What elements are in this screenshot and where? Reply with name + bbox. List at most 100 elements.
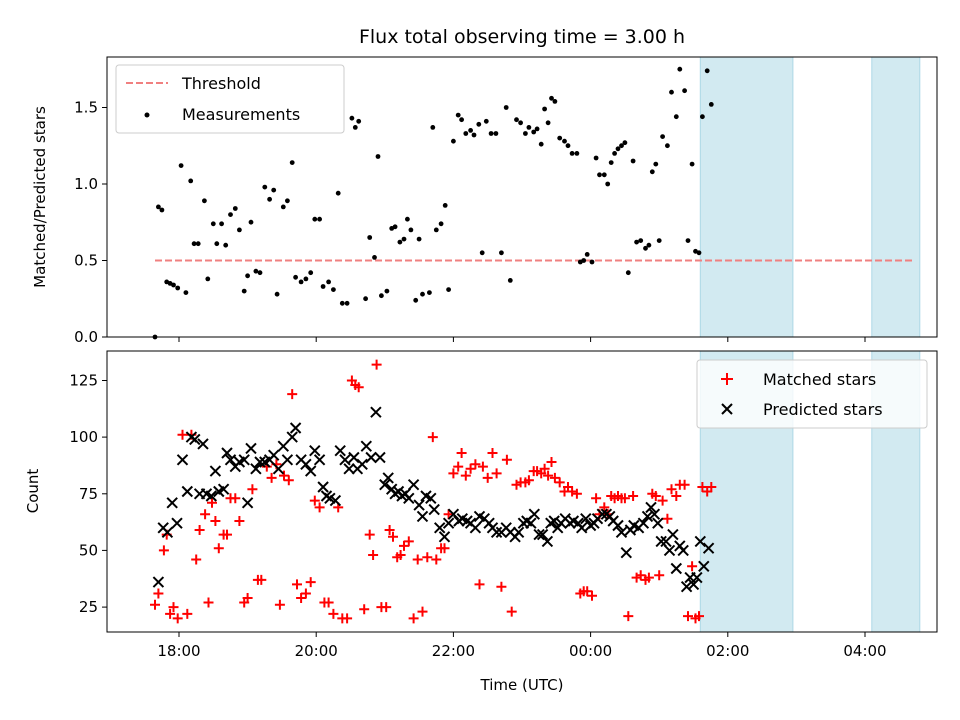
measurement-point	[280, 204, 286, 210]
measurement-point	[188, 178, 194, 184]
matched-star-point	[314, 502, 325, 513]
predicted-star-point	[612, 519, 624, 532]
predicted-star-point	[166, 497, 178, 509]
measurement-point	[232, 206, 238, 211]
measurement-point	[248, 219, 254, 225]
matched-star-point	[491, 468, 502, 479]
matched-star-point	[482, 472, 493, 483]
predicted-star-point	[637, 517, 650, 529]
measurement-point	[669, 89, 674, 95]
matched-star-point	[628, 491, 639, 501]
predicted-star-point	[267, 449, 280, 461]
predicted-star-point	[329, 494, 342, 507]
measurement-point	[605, 181, 611, 187]
measurement-point	[195, 241, 201, 247]
measurement-point	[262, 184, 268, 190]
matched-star-point	[399, 540, 409, 551]
measurement-point	[499, 250, 504, 256]
predicted-star-point	[702, 542, 715, 554]
predicted-star-point	[413, 499, 425, 511]
measurement-point	[267, 196, 272, 202]
matched-star-point	[439, 543, 450, 554]
matched-star-point	[554, 477, 565, 488]
measurement-point	[493, 131, 499, 136]
matched-star-point	[279, 470, 289, 481]
count-y-tick-label: 25	[79, 598, 98, 616]
predicted-star-point	[698, 560, 710, 573]
measurement-point	[349, 115, 355, 121]
measurement-point	[646, 242, 652, 248]
measurement-point	[479, 250, 485, 256]
predicted-star-point	[416, 510, 429, 523]
count-y-tick-label: 100	[69, 428, 98, 446]
matched-star-point	[305, 577, 316, 588]
measurement-point	[384, 288, 390, 294]
matched-star-point	[230, 493, 241, 504]
matched-star-point	[309, 495, 320, 506]
matched-star-point	[431, 554, 442, 565]
measurement-point	[463, 131, 469, 136]
measurement-point	[653, 161, 659, 167]
measurement-point	[293, 274, 298, 280]
matched-star-point	[635, 570, 646, 581]
measurement-point	[557, 135, 563, 141]
count-legend-box	[696, 359, 928, 429]
matched-star-point	[697, 482, 708, 492]
measurement-point	[523, 131, 528, 136]
measurement-point	[531, 129, 537, 135]
measurement-point	[534, 126, 540, 132]
predicted-star-point	[667, 528, 679, 541]
measurement-point	[593, 155, 599, 161]
predicted-star-point	[512, 526, 525, 539]
measurement-point	[405, 216, 410, 222]
matched-star-point	[194, 525, 205, 535]
predicted-star-point	[528, 508, 541, 520]
matched-star-point	[427, 432, 438, 443]
measurement-point	[601, 172, 607, 178]
matched-star-point	[549, 472, 560, 483]
matched-star-point	[582, 586, 593, 597]
predicted-star-point	[541, 535, 554, 548]
measurement-point	[326, 279, 331, 285]
measurement-point	[257, 270, 263, 276]
measurement-point	[518, 120, 523, 126]
matched-star-point	[247, 484, 258, 495]
predicted-star-point	[641, 510, 654, 523]
predicted-star-point	[197, 438, 209, 450]
matched-star-point	[662, 513, 673, 524]
measurement-point	[584, 252, 590, 257]
matched-star-point	[242, 593, 253, 603]
measurement-point	[656, 238, 662, 244]
measurement-point	[214, 241, 220, 247]
matched-star-point	[403, 536, 414, 547]
matched-star-point	[465, 463, 476, 474]
measurement-point	[704, 68, 710, 74]
measurement-point	[643, 245, 648, 251]
measurement-point	[468, 127, 473, 133]
measurement-point	[459, 117, 464, 123]
ratio-y-tick-label: 1.5	[74, 99, 98, 117]
measurement-point	[455, 112, 461, 118]
x-axis-label: Time (UTC)	[480, 676, 564, 694]
measurement-point	[253, 268, 259, 274]
measurement-point	[638, 238, 644, 244]
matched-star-point	[266, 472, 277, 483]
matched-star-point	[706, 482, 717, 492]
ratio-y-tick-label: 0.5	[74, 252, 98, 270]
matched-star-point	[153, 588, 164, 599]
x-tick-label: 20:00	[295, 642, 338, 660]
predicted-star-point	[254, 456, 266, 468]
predicted-star-point	[403, 492, 415, 505]
matched-star-point	[543, 470, 554, 481]
measurement-point	[433, 227, 439, 233]
chart-title: Flux total observing time = 3.00 h	[359, 26, 685, 48]
threshold-legend-label: Threshold	[181, 74, 261, 93]
measurement-point	[589, 259, 595, 265]
matched-star-point	[571, 488, 582, 499]
predicted-star-point	[281, 454, 294, 466]
predicted-star-point	[655, 535, 667, 548]
measurement-point	[156, 204, 161, 210]
matched-star-point	[567, 486, 578, 497]
measurement-point	[210, 221, 216, 227]
